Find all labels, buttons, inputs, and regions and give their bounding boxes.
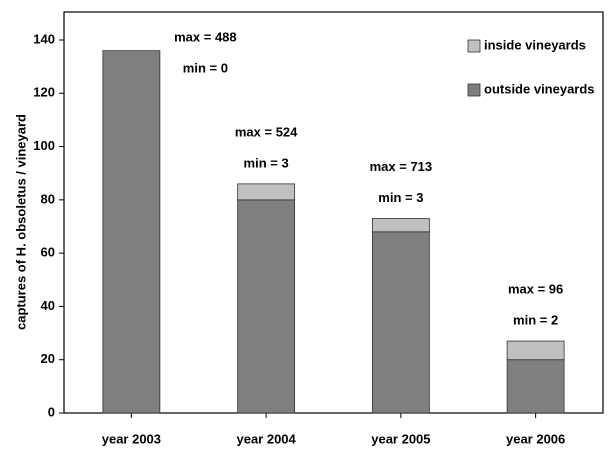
y-axis-label: captures of H. obsoletus / vineyard [13,114,28,330]
x-tick-label: year 2005 [371,431,430,446]
y-tick-label: 60 [41,245,55,260]
y-tick-label: 0 [48,404,55,419]
bar-segment [371,218,430,233]
annotation-max: max = 524 [235,124,298,139]
y-tick-label: 100 [33,138,55,153]
bar-segment [102,50,161,414]
y-tick-label: 20 [41,351,55,366]
annotation-min: min = 2 [513,313,558,328]
annotation-max: max = 488 [174,29,237,44]
plot-frame [63,11,604,414]
annotation-max: max = 96 [508,282,563,297]
x-tick-label: year 2006 [506,431,565,446]
y-tick-label: 140 [33,31,55,46]
bar-segment [506,359,565,414]
annotation-min: min = 0 [183,60,228,75]
y-tick-label: 80 [41,191,55,206]
legend-label: outside vineyards [484,81,595,96]
annotation-min: min = 3 [378,190,423,205]
x-tick-label: year 2003 [102,431,161,446]
y-tick-label: 40 [41,298,55,313]
annotation-min: min = 3 [244,155,289,170]
bar-segment [506,340,565,361]
legend-swatch [467,83,481,97]
x-tick-label: year 2004 [236,431,296,446]
legend-swatch [467,39,481,53]
bar-segment [371,231,430,414]
legend-label: inside vineyards [484,37,586,52]
y-tick-label: 120 [33,85,55,100]
bar-segment [237,199,296,414]
annotation-max: max = 713 [370,159,433,174]
bar-segment [237,183,296,201]
